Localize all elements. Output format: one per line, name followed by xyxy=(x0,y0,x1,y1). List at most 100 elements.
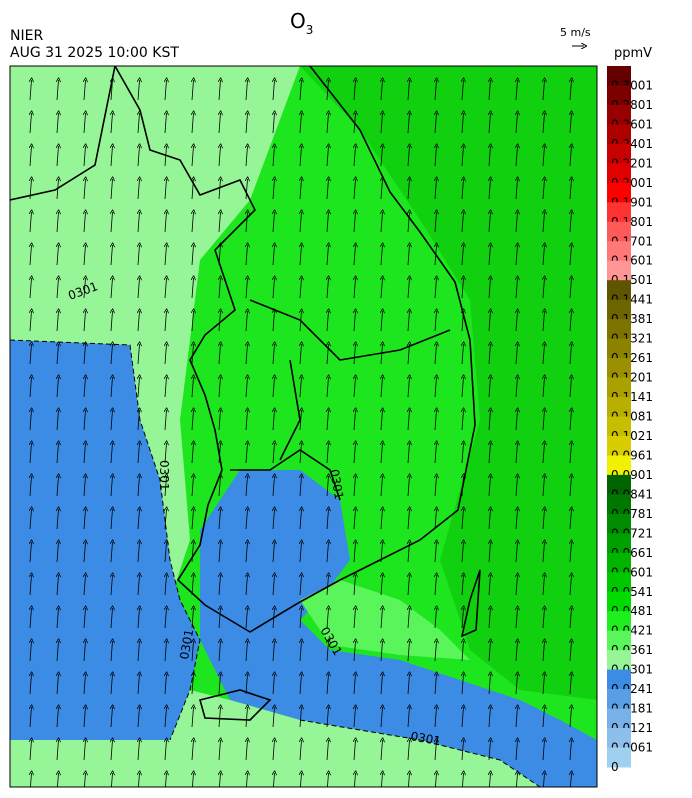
wind-arrow xyxy=(219,476,221,497)
wind-arrow xyxy=(435,674,437,695)
wind-arrow xyxy=(435,707,437,728)
wind-arrow xyxy=(327,212,329,233)
wind-arrow xyxy=(435,377,437,398)
wind-arrow xyxy=(30,740,32,761)
wind-arrow xyxy=(408,278,410,299)
wind-arrow xyxy=(192,311,194,332)
wind-arrow xyxy=(489,674,491,695)
wind-arrow xyxy=(300,179,302,200)
wind-arrow xyxy=(570,377,572,398)
wind-arrow xyxy=(543,113,545,134)
colorbar-segment xyxy=(607,572,631,593)
wind-arrow xyxy=(246,278,248,299)
wind-arrow xyxy=(219,410,221,431)
wind-arrow xyxy=(84,509,86,530)
wind-arrow xyxy=(516,344,518,365)
wind-arrow xyxy=(543,476,545,497)
wind-arrow xyxy=(543,509,545,530)
wind-arrow xyxy=(300,509,302,530)
wind-arrow xyxy=(30,344,32,365)
wind-arrow xyxy=(489,80,491,101)
wind-arrow xyxy=(111,410,113,431)
wind-arrow xyxy=(354,674,356,695)
wind-arrow xyxy=(30,608,32,629)
wind-arrow xyxy=(435,476,437,497)
wind-arrow xyxy=(570,674,572,695)
wind-arrow xyxy=(462,179,464,200)
wind-arrow xyxy=(300,674,302,695)
wind-arrow xyxy=(300,80,302,101)
wind-arrow xyxy=(408,509,410,530)
colorbar-segment xyxy=(607,202,631,223)
wind-arrow xyxy=(138,212,140,233)
wind-arrow xyxy=(84,344,86,365)
wind-arrow xyxy=(489,344,491,365)
wind-arrow xyxy=(165,410,167,431)
wind-arrow xyxy=(273,740,275,761)
wind-arrow xyxy=(165,773,167,787)
wind-arrow xyxy=(138,476,140,497)
wind-arrow xyxy=(246,707,248,728)
wind-arrow xyxy=(435,80,437,101)
wind-arrow xyxy=(192,707,194,728)
wind-arrow xyxy=(57,773,59,787)
colorbar-segment xyxy=(607,494,631,515)
wind-arrow xyxy=(570,344,572,365)
wind-arrow xyxy=(84,410,86,431)
wind-arrow xyxy=(570,311,572,332)
wind-arrow xyxy=(138,377,140,398)
wind-arrows xyxy=(30,80,572,787)
wind-arrow xyxy=(435,146,437,167)
wind-arrow xyxy=(111,377,113,398)
wind-arrow xyxy=(273,773,275,787)
wind-arrow xyxy=(543,707,545,728)
wind-arrow xyxy=(57,344,59,365)
wind-arrow xyxy=(381,509,383,530)
wind-arrow xyxy=(192,245,194,266)
wind-arrow xyxy=(381,344,383,365)
wind-arrow xyxy=(300,410,302,431)
wind-arrow xyxy=(246,113,248,134)
wind-arrow xyxy=(111,179,113,200)
timestamp: AUG 31 2025 10:00 KST xyxy=(10,45,179,61)
colorbar-segment xyxy=(607,747,631,768)
wind-arrow xyxy=(354,740,356,761)
wind-arrow xyxy=(381,476,383,497)
wind-arrow xyxy=(165,245,167,266)
wind-arrow xyxy=(192,377,194,398)
wind-arrow xyxy=(219,773,221,787)
wind-arrow xyxy=(327,476,329,497)
unit: ppmV xyxy=(614,46,652,61)
wind-arrow xyxy=(543,278,545,299)
wind-arrow xyxy=(138,641,140,662)
wind-arrow xyxy=(489,212,491,233)
wind-arrow xyxy=(435,344,437,365)
wind-arrow xyxy=(111,542,113,563)
wind-arrow xyxy=(489,740,491,761)
wind-arrow xyxy=(516,113,518,134)
wind-arrow xyxy=(30,476,32,497)
wind-arrow xyxy=(516,542,518,563)
wind-arrow xyxy=(462,707,464,728)
wind-arrow xyxy=(219,278,221,299)
wind-arrow xyxy=(84,311,86,332)
wind-arrow xyxy=(84,179,86,200)
wind-arrow xyxy=(300,608,302,629)
wind-arrow xyxy=(273,674,275,695)
wind-arrow xyxy=(489,575,491,596)
wind-arrow xyxy=(165,542,167,563)
wind-arrow xyxy=(543,740,545,761)
wind-arrow xyxy=(516,674,518,695)
wind-arrow xyxy=(327,278,329,299)
wind-arrow xyxy=(300,212,302,233)
contour-label: 0301 xyxy=(409,729,442,748)
wind-arrow xyxy=(111,674,113,695)
wind-arrow xyxy=(84,113,86,134)
wind-arrow xyxy=(462,443,464,464)
wind-arrow xyxy=(516,476,518,497)
wind-arrow xyxy=(354,278,356,299)
wind-arrow xyxy=(489,608,491,629)
wind-arrow xyxy=(219,146,221,167)
wind-arrow xyxy=(165,278,167,299)
wind-arrow xyxy=(489,443,491,464)
